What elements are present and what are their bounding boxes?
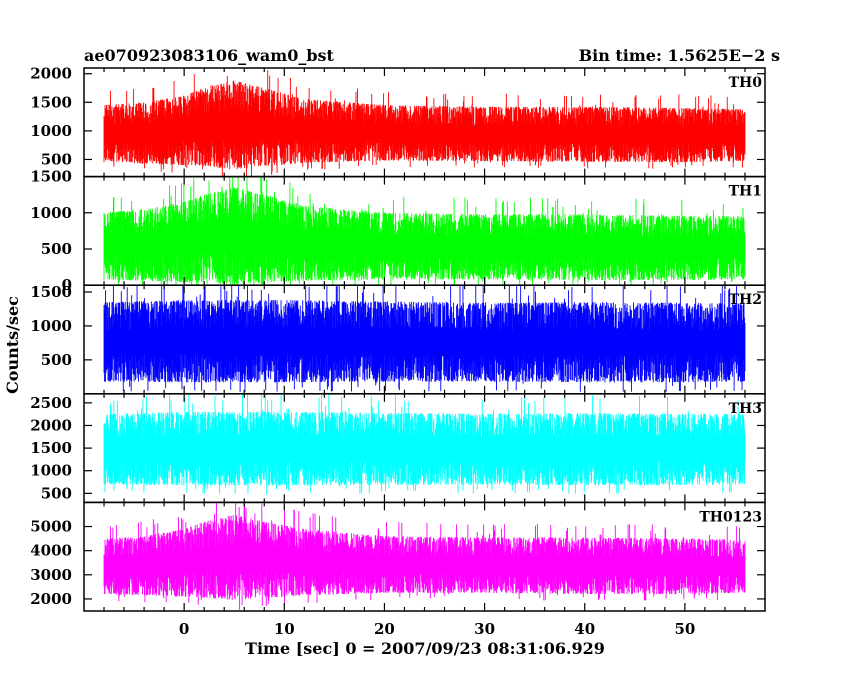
x-tick-label: 20 <box>374 620 395 638</box>
series-line-th2 <box>103 285 746 392</box>
panel-label: TH0123 <box>699 509 762 525</box>
y-tick-label: 1500 <box>30 168 72 186</box>
y-tick-label: 4000 <box>30 542 72 560</box>
y-tick-label: 500 <box>41 150 72 168</box>
y-tick-label: 0 <box>62 276 72 294</box>
x-tick-label: 40 <box>574 620 595 638</box>
panel-label: TH3 <box>729 401 762 417</box>
panel-label: TH0 <box>729 75 763 91</box>
x-tick-label: 10 <box>274 620 295 638</box>
panel-th0123: 2000 3000 4000 5000 TH0123 <box>30 501 766 612</box>
y-tick-label: 1500 <box>30 93 72 111</box>
y-tick-label: 500 <box>41 240 72 258</box>
panel-th2: 500 1000 1500 TH2 <box>30 283 766 395</box>
series-line-th3 <box>103 393 746 495</box>
panel-label: TH1 <box>729 184 762 200</box>
y-tick-label: 2500 <box>30 394 72 412</box>
y-tick-label: 1500 <box>30 283 72 301</box>
y-tick-label: 2000 <box>30 65 72 83</box>
series-line-th0 <box>103 70 746 177</box>
chart-title: ae070923083106_wam0_bst <box>84 46 335 65</box>
x-tick-labels: 0 10 20 30 40 50 <box>179 620 695 638</box>
y-axis-label: Counts/sec <box>3 296 22 394</box>
x-tick-label: 50 <box>674 620 695 638</box>
panel-th1: 0 500 1000 1500 TH1 <box>30 168 766 294</box>
panels: 500 1000 1500 2000 TH0 0 500 1000 1500 TH1 500 1000… <box>30 65 766 612</box>
y-tick-label: 1500 <box>30 439 72 457</box>
y-tick-label: 1000 <box>30 204 72 222</box>
y-tick-label: 2000 <box>30 416 72 434</box>
panel-th3: 500 1000 1500 2000 2500 TH3 <box>30 393 766 504</box>
series-line-th0123 <box>103 502 746 610</box>
y-tick-label: 500 <box>41 351 72 369</box>
y-tick-label: 5000 <box>30 518 72 536</box>
bin-time-label: Bin time: 1.5625E−2 s <box>579 46 780 65</box>
panel-th0: 500 1000 1500 2000 TH0 <box>30 65 766 178</box>
y-tick-label: 500 <box>41 484 72 502</box>
y-tick-label: 1000 <box>30 317 72 335</box>
x-tick-label: 0 <box>179 620 189 638</box>
y-tick-label: 1000 <box>30 462 72 480</box>
x-axis-label: Time [sec] 0 = 2007/09/23 08:31:06.929 <box>245 639 605 658</box>
y-tick-label: 2000 <box>30 590 72 608</box>
panel-label: TH2 <box>729 292 762 308</box>
y-tick-label: 1000 <box>30 122 72 140</box>
y-tick-label: 3000 <box>30 566 72 584</box>
series-line-th1 <box>103 176 746 286</box>
x-tick-label: 30 <box>474 620 495 638</box>
